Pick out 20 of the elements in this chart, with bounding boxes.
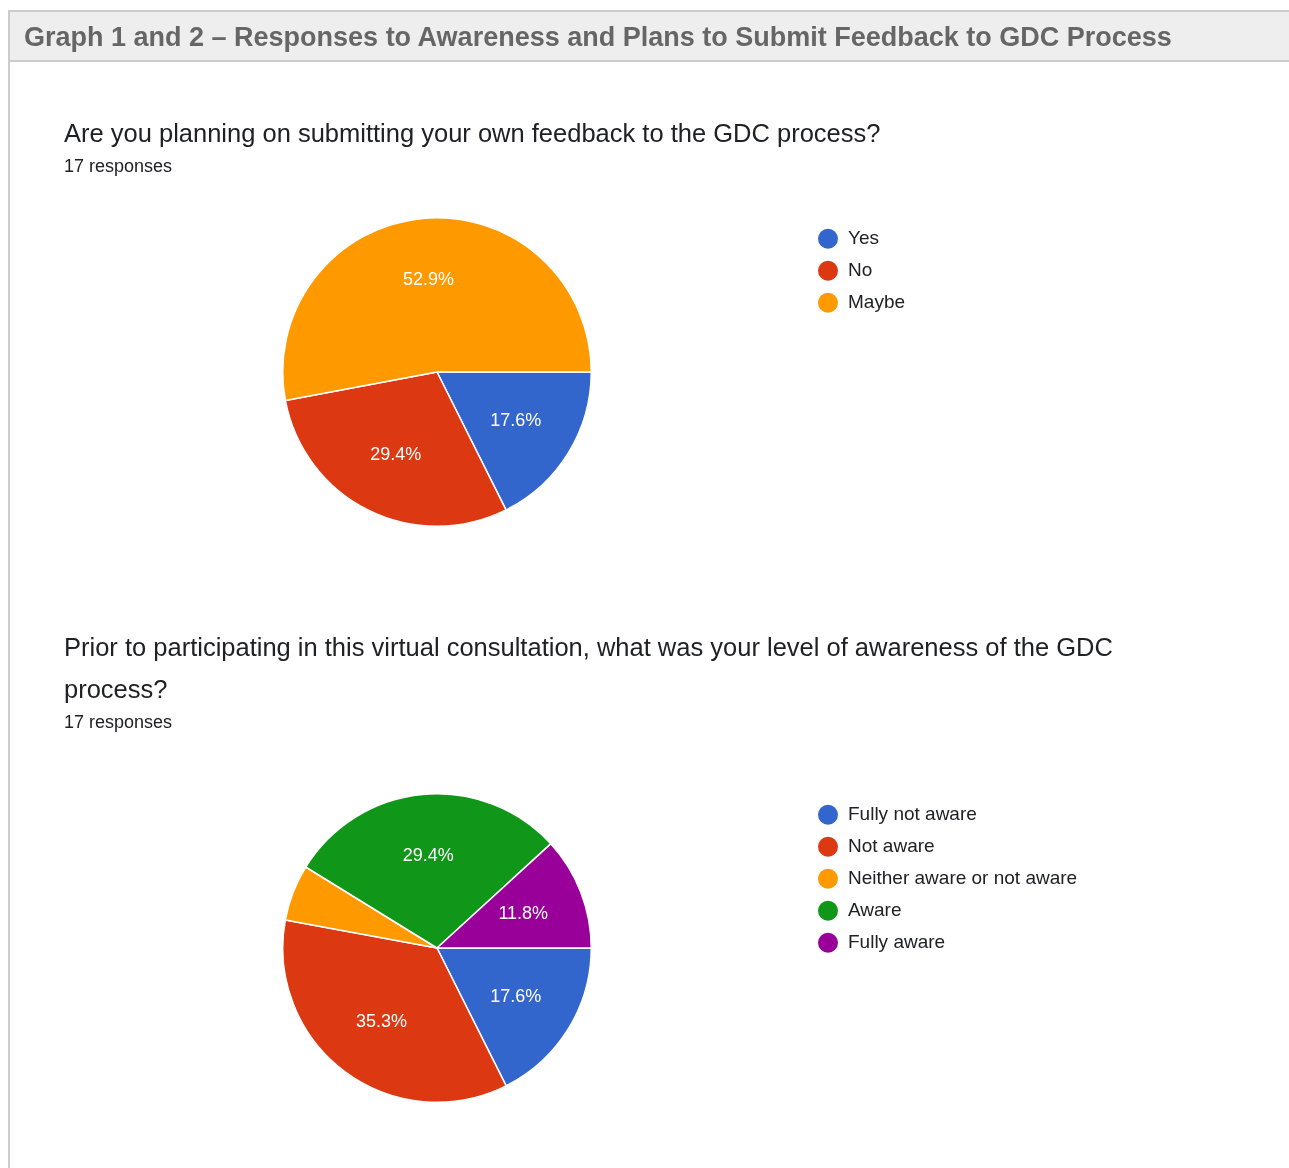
legend-label: Maybe — [848, 290, 906, 312]
text: 17 responses — [64, 156, 174, 177]
caption: Graph 1 and 2 – Responses to Awareness and Plans to Submit Feedback to GDC Process — [8, 10, 1289, 62]
legend-label: Aware — [848, 898, 902, 920]
data-label: 11.8% — [498, 903, 549, 924]
data-label: 29.4% — [370, 443, 422, 464]
data-label: 35.3% — [355, 1010, 407, 1031]
data-label: 29.4% — [402, 844, 454, 865]
data-label: 52.9% — [402, 268, 454, 289]
data-label: 17.6% — [490, 409, 542, 430]
legend-label: Neither aware or not aware — [848, 866, 1078, 888]
legend-label: No — [848, 258, 873, 280]
chart-title: Are you planning on submitting your own feedback to the GDC process? — [64, 118, 882, 149]
chart-title: Prior to participating in this virtual consultation, what was your level of awareness of the GDC process? — [64, 632, 1114, 705]
data-label: 17.6% — [490, 985, 542, 1006]
legend-label: Fully aware — [848, 930, 946, 952]
legend-label: Not aware — [848, 834, 935, 856]
text: 17 responses — [64, 712, 174, 733]
legend-label: Fully not aware — [848, 802, 977, 824]
legend-label: Yes — [848, 226, 879, 248]
